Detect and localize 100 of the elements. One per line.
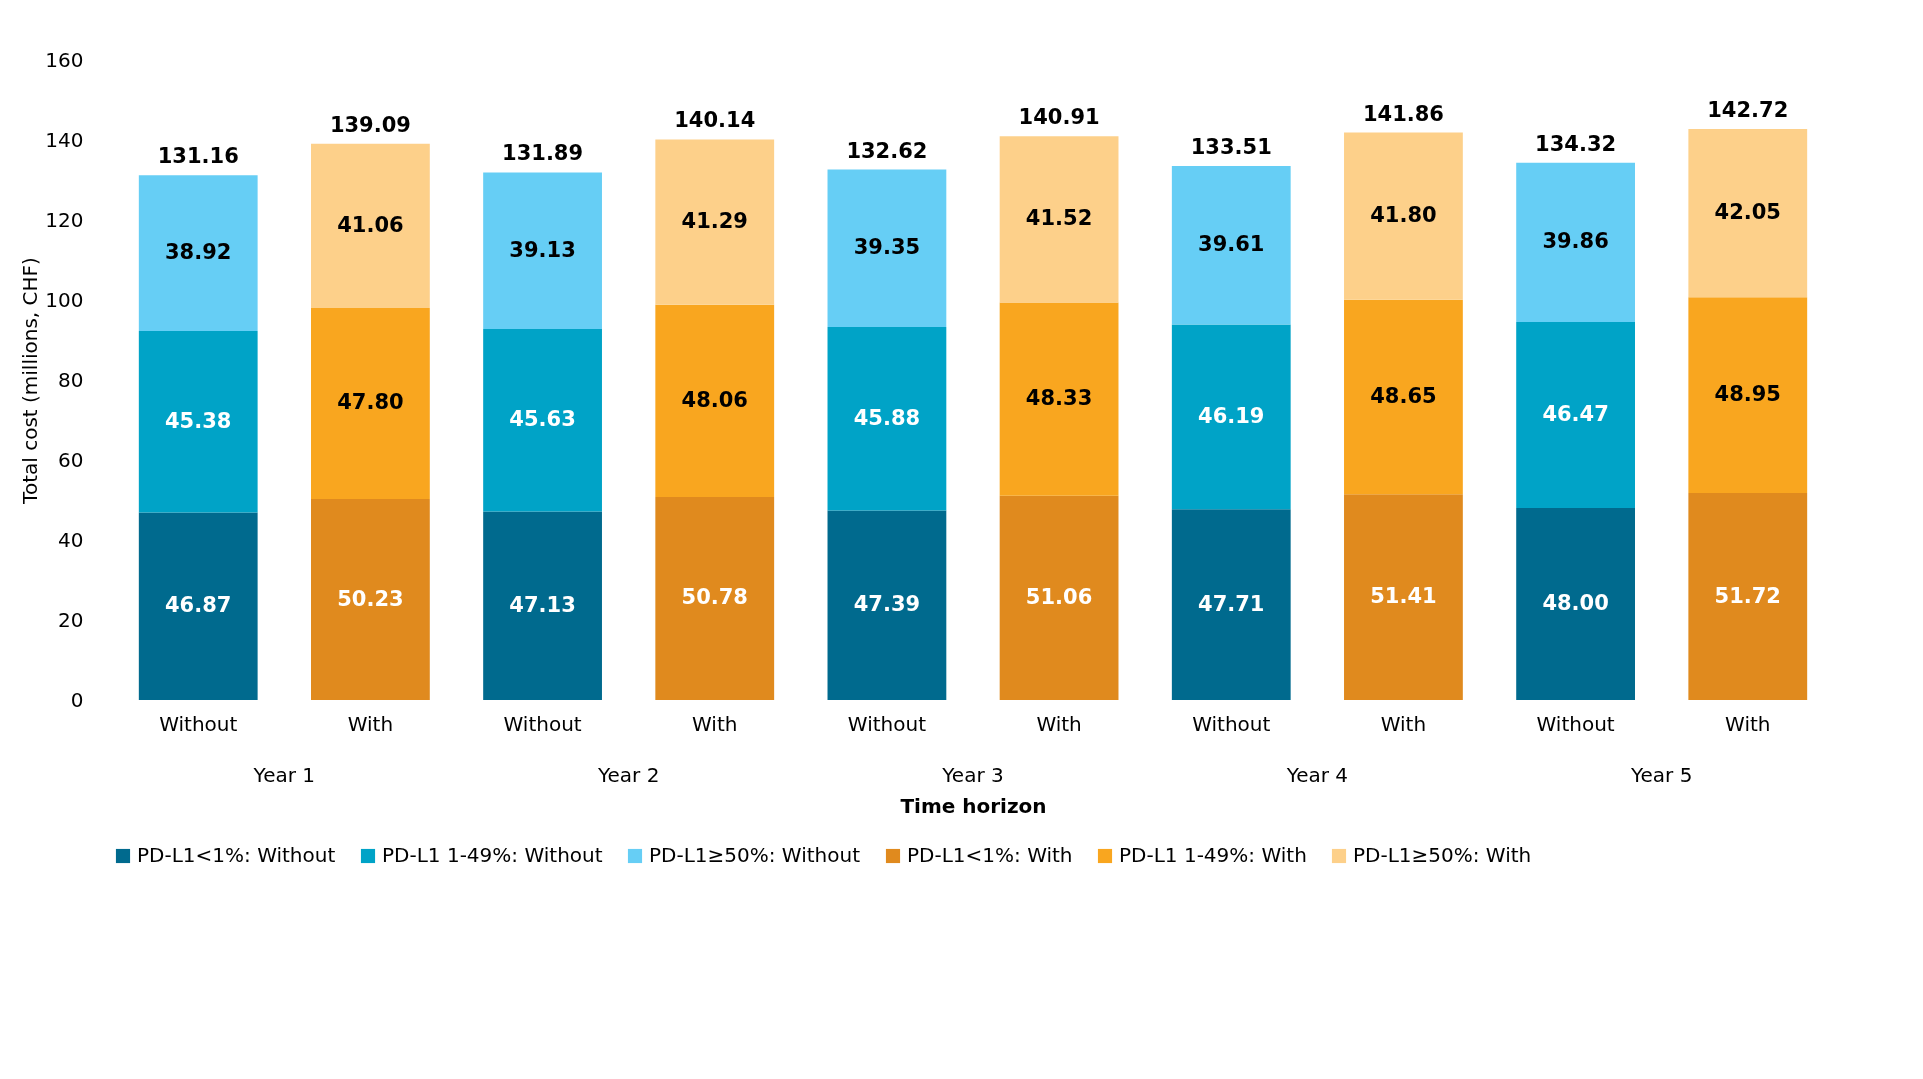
y-tick-label: 60 — [58, 447, 84, 472]
bar — [655, 304, 775, 497]
legend-label: PD-L1 1-49%: With — [1119, 843, 1307, 867]
y-tick-label: 0 — [70, 687, 84, 712]
y-tick-label: 120 — [45, 207, 84, 232]
x-tick-label: Without — [1192, 711, 1271, 736]
bar — [138, 512, 258, 700]
data-label: 39.13 — [509, 237, 576, 262]
data-label: 48.95 — [1714, 382, 1781, 407]
total-label: 131.89 — [502, 141, 584, 166]
legend-label: PD-L1<1%: Without — [137, 843, 336, 867]
total-label: 132.62 — [846, 138, 928, 163]
data-label: 47.13 — [509, 592, 576, 617]
data-label: 48.00 — [1542, 591, 1609, 615]
data-label: 48.33 — [1025, 386, 1093, 411]
bar — [1516, 162, 1635, 323]
bar — [1171, 324, 1291, 510]
data-label: 41.80 — [1370, 203, 1437, 228]
bar — [999, 302, 1119, 496]
x-tick-label: With — [347, 711, 394, 736]
data-label: 46.87 — [165, 593, 232, 618]
bar — [655, 139, 775, 305]
text: Year 2 — [596, 763, 660, 787]
data-label: 38.92 — [165, 240, 232, 265]
bar — [1688, 297, 1808, 494]
data-label: 46.47 — [1542, 402, 1609, 427]
x-tick-label: With — [1380, 711, 1427, 736]
data-label: 41.06 — [337, 212, 404, 237]
total-label: 140.91 — [1018, 105, 1100, 130]
data-label: 51.72 — [1714, 583, 1781, 608]
x-tick-label: With — [1725, 711, 1771, 736]
data-label: 50.78 — [681, 585, 748, 610]
bar — [1344, 132, 1463, 300]
legend-label: PD-L1≥50%: With — [1353, 843, 1532, 867]
bar — [999, 136, 1119, 303]
x-tick-label: Without — [1536, 711, 1615, 736]
data-label: 50.23 — [337, 586, 404, 611]
bar — [311, 307, 430, 500]
bar — [483, 172, 602, 329]
data-label: 45.38 — [165, 408, 232, 433]
data-label: 41.52 — [1025, 206, 1093, 231]
bar — [1171, 509, 1291, 700]
legend-label: PD-L1≥50%: Without — [649, 843, 861, 867]
total-label: 141.86 — [1362, 101, 1444, 126]
data-label: 39.86 — [1542, 229, 1609, 254]
y-tick-label: 100 — [45, 287, 84, 312]
bar — [1688, 129, 1808, 298]
legend-label: PD-L1 1-49%: Without — [382, 843, 603, 867]
y-tick-label: 40 — [58, 527, 84, 552]
total-label: 134.32 — [1535, 131, 1617, 156]
x-tick-label: With — [692, 711, 738, 736]
data-label: 45.63 — [509, 407, 576, 432]
data-label: 48.65 — [1370, 384, 1437, 409]
x-axis-title: Time horizon — [900, 793, 1047, 818]
bar — [1344, 299, 1463, 495]
text: Year 1 — [252, 763, 316, 787]
data-label: 47.80 — [337, 390, 404, 415]
bar — [483, 328, 602, 512]
legend-label: PD-L1<1%: With — [907, 843, 1073, 867]
bar — [311, 499, 430, 700]
bar — [827, 510, 947, 700]
total-label: 133.51 — [1190, 134, 1272, 159]
bar — [655, 496, 775, 700]
bar — [1688, 493, 1808, 700]
bar — [1344, 494, 1463, 700]
total-label: 131.16 — [157, 144, 239, 169]
data-label: 42.05 — [1714, 200, 1781, 225]
y-axis-title: Total cost (millions, CHF) — [18, 257, 43, 505]
text: Year 5 — [1629, 763, 1693, 787]
y-tick-label: 20 — [58, 607, 84, 632]
total-label: 140.14 — [674, 108, 756, 133]
data-label: 41.29 — [681, 209, 748, 234]
bar — [138, 331, 258, 513]
bar — [1171, 165, 1291, 325]
data-label: 47.71 — [1198, 591, 1265, 616]
x-tick-label: Without — [503, 711, 582, 736]
bar — [999, 495, 1119, 700]
total-label: 142.72 — [1707, 98, 1789, 123]
x-tick-label: With — [1036, 711, 1082, 736]
bar — [311, 143, 430, 308]
bar — [1516, 508, 1635, 700]
text: Year 3 — [941, 763, 1004, 787]
y-tick-label: 160 — [45, 47, 84, 72]
data-label: 51.06 — [1025, 584, 1093, 609]
data-label: 47.39 — [853, 592, 921, 617]
bar — [827, 169, 947, 327]
data-label: 39.61 — [1198, 232, 1265, 257]
y-tick-label: 140 — [45, 127, 84, 152]
total-label: 139.09 — [329, 112, 411, 137]
bar — [138, 175, 258, 331]
x-tick-label: Without — [847, 711, 927, 736]
y-tick-label: 80 — [58, 367, 84, 392]
data-label: 48.06 — [681, 387, 748, 412]
x-tick-label: Without — [159, 711, 238, 736]
data-label: 39.35 — [853, 235, 921, 260]
data-label: 45.88 — [853, 405, 921, 430]
data-label: 51.41 — [1370, 584, 1437, 609]
bar — [827, 326, 947, 511]
text: Year 4 — [1285, 763, 1349, 787]
bar — [483, 511, 602, 700]
